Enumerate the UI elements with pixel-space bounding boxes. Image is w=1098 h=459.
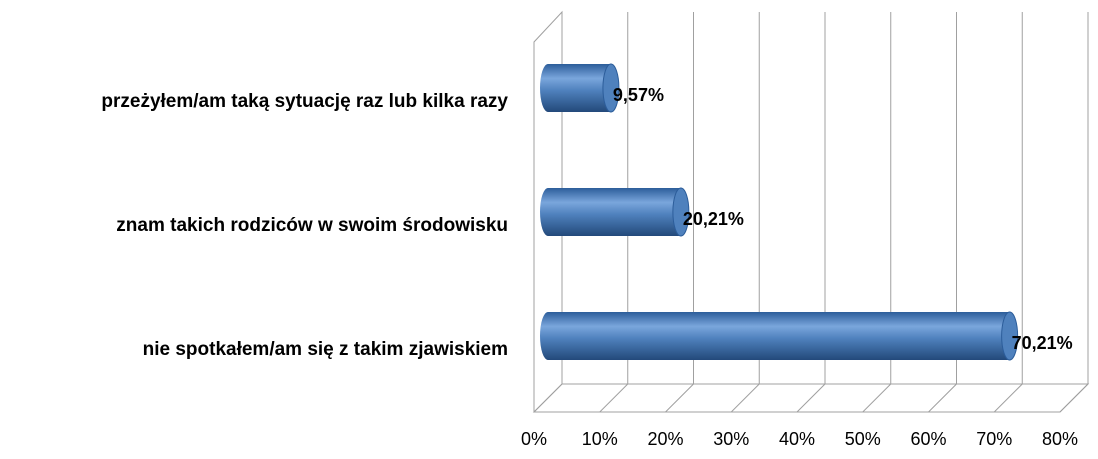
value-label: 20,21%: [683, 209, 744, 229]
bar: [548, 188, 681, 236]
value-label: 70,21%: [1012, 333, 1073, 353]
x-tick-label: 70%: [976, 429, 1012, 449]
grid-line: [533, 12, 563, 413]
grid-line: [993, 12, 1023, 413]
grid-line: [665, 12, 694, 413]
bar-start-cap: [540, 188, 556, 236]
category-label: przeżyłem/am taką sytuację raz lub kilka…: [101, 91, 508, 112]
x-tick-label: 50%: [845, 429, 881, 449]
x-tick-label: 0%: [521, 429, 547, 449]
bar-end-cap: [672, 187, 690, 237]
bar: [548, 312, 1010, 360]
x-tick-label: 20%: [647, 429, 683, 449]
x-tick-label: 10%: [582, 429, 618, 449]
category-label: znam takich rodziców w swoim środowisku: [116, 215, 508, 236]
value-label: 9,57%: [613, 85, 664, 105]
grid-line: [1059, 12, 1089, 413]
bar-end-cap: [602, 63, 620, 113]
grid-line: [862, 12, 892, 413]
x-tick-label: 30%: [713, 429, 749, 449]
x-tick-label: 60%: [910, 429, 946, 449]
x-tick-label: 80%: [1042, 429, 1078, 449]
grid-line: [599, 12, 629, 413]
bar: [548, 64, 611, 112]
category-label: nie spotkałem/am się z takim zjawiskiem: [143, 339, 508, 360]
bar-end-cap: [1001, 311, 1019, 361]
bar-start-cap: [540, 312, 556, 360]
grid-line: [928, 12, 957, 413]
bar-start-cap: [540, 64, 556, 112]
grid-line: [730, 12, 760, 413]
grid-line: [796, 12, 826, 413]
x-tick-label: 40%: [779, 429, 815, 449]
